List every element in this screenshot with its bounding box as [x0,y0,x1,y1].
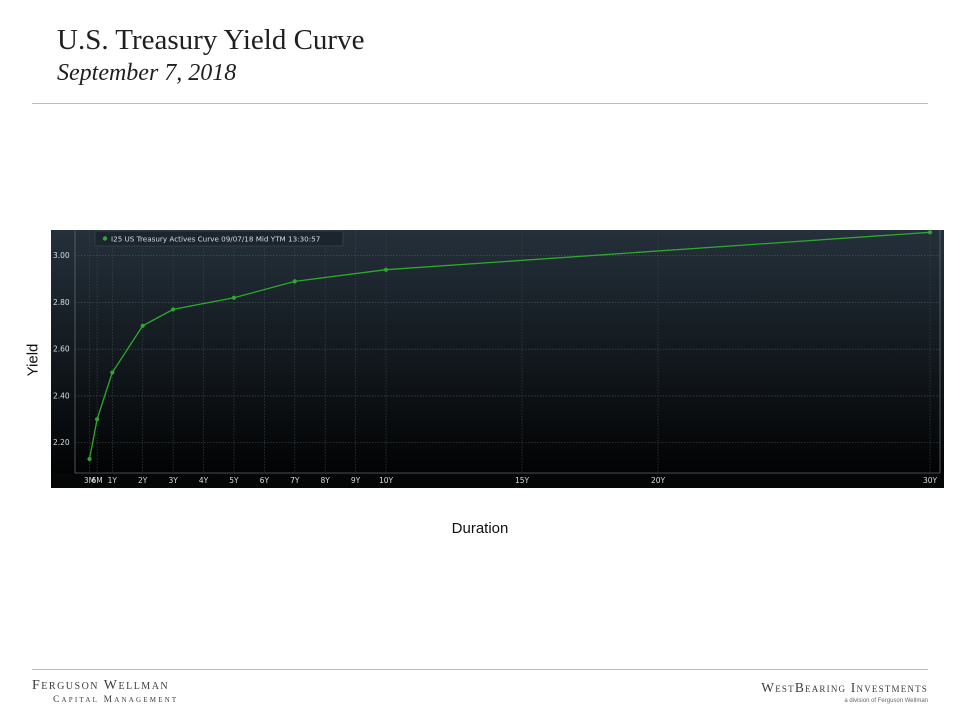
x-tick-label: 30Y [923,476,938,485]
x-tick-label: 4Y [199,476,209,485]
x-tick-label: 2Y [138,476,148,485]
x-tick-label: 1Y [108,476,118,485]
logo-left-line1: Ferguson Wellman [32,678,170,693]
x-tick-label: 6M [91,476,102,485]
x-tick-label: 5Y [229,476,239,485]
data-point [231,295,237,300]
legend-marker [102,236,108,241]
y-tick-label: 2.80 [53,298,70,307]
chart-background [51,230,944,488]
logo-right-line2: a division of Ferguson Wellman [844,698,928,704]
legend-box [94,230,344,247]
x-tick-label: 15Y [515,476,530,485]
y-tick-label: 3.00 [53,251,70,260]
x-tick-label: 20Y [651,476,666,485]
data-point [110,370,115,375]
westbearing-logo: WestBearing Investments a division of Fe… [761,680,928,704]
data-point [927,230,933,235]
legend-label: I25 US Treasury Actives Curve 09/07/18 M… [111,235,320,244]
y-tick-label: 2.40 [53,391,70,400]
x-axis-band [51,473,944,488]
header-divider [32,103,928,104]
ferguson-wellman-logo: Ferguson Wellman Capital Management [32,678,178,705]
x-tick-label: 3M [84,476,95,485]
y-axis-label: Yield [24,343,42,377]
page-subtitle: September 7, 2018 [57,60,237,86]
y-tick-label: 2.60 [53,345,70,354]
x-tick-label: 8Y [320,476,330,485]
x-tick-label: 7Y [290,476,300,485]
logo-left-line2: Capital Management [53,695,179,705]
data-point [292,279,297,284]
yield-curve-chart: 2.20 2.40 2.60 2.80 3.00 3M 6M 1Y 2Y 3Y 4Y 5Y 6Y 7Y 8Y… [51,230,944,488]
page-title: U.S. Treasury Yield Curve [57,24,365,56]
data-point [171,307,176,312]
data-point [383,267,389,272]
x-tick-label: 9Y [351,476,361,485]
x-tick-label: 3Y [168,476,178,485]
x-axis-label: Duration [451,520,509,537]
data-point [140,323,145,328]
y-tick-label: 2.20 [53,438,70,447]
x-tick-label: 10Y [379,476,394,485]
logo-right-line1: WestBearing Investments [761,680,928,695]
x-tick-label: 6Y [260,476,270,485]
data-point [87,456,92,462]
footer-divider [32,669,928,670]
data-point [95,417,100,422]
